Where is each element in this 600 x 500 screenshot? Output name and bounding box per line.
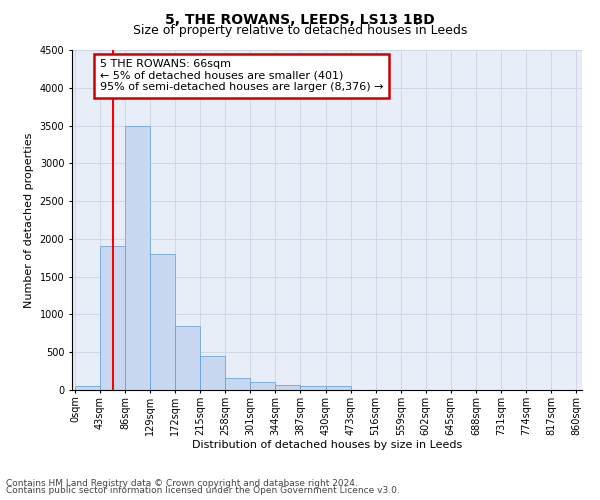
Text: Contains HM Land Registry data © Crown copyright and database right 2024.: Contains HM Land Registry data © Crown c…: [6, 478, 358, 488]
Bar: [100, 246, 125, 390]
Bar: [125, 126, 150, 390]
Bar: [175, 326, 200, 390]
X-axis label: Distribution of detached houses by size in Leeds: Distribution of detached houses by size …: [192, 440, 462, 450]
Text: Size of property relative to detached houses in Leeds: Size of property relative to detached ho…: [133, 24, 467, 37]
Bar: [250, 382, 275, 390]
Bar: [75, 386, 100, 390]
Bar: [150, 254, 175, 390]
Y-axis label: Number of detached properties: Number of detached properties: [24, 132, 34, 308]
Text: 5, THE ROWANS, LEEDS, LS13 1BD: 5, THE ROWANS, LEEDS, LS13 1BD: [165, 12, 435, 26]
Bar: [301, 386, 326, 390]
Bar: [275, 386, 301, 390]
Bar: [225, 378, 250, 390]
Text: 5 THE ROWANS: 66sqm
← 5% of detached houses are smaller (401)
95% of semi-detach: 5 THE ROWANS: 66sqm ← 5% of detached hou…: [100, 59, 383, 92]
Bar: [200, 356, 225, 390]
Text: Contains public sector information licensed under the Open Government Licence v3: Contains public sector information licen…: [6, 486, 400, 495]
Bar: [326, 386, 350, 390]
